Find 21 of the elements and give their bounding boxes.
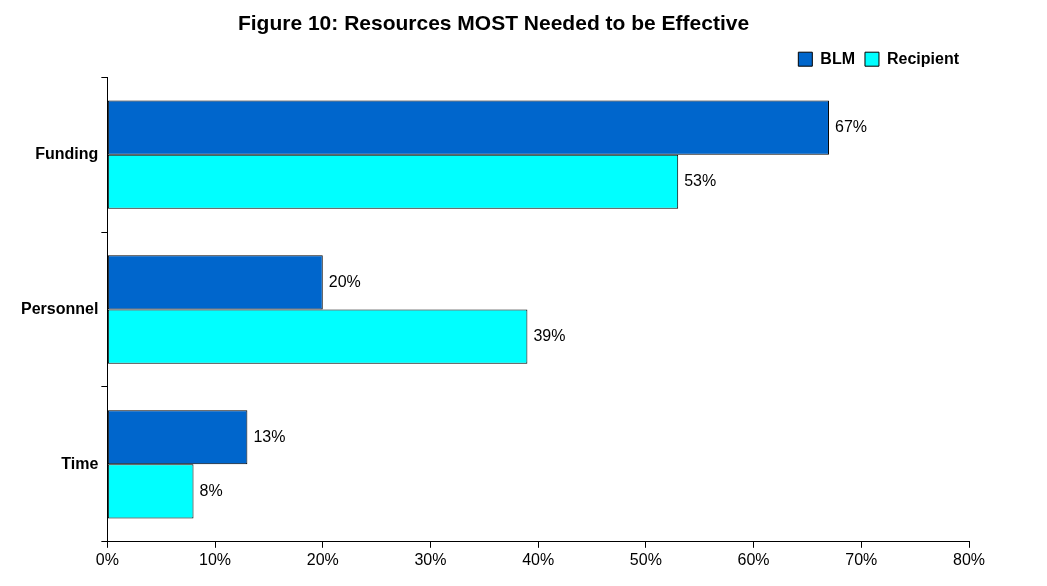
data-label: 20% bbox=[328, 272, 361, 290]
legend-label: Recipient bbox=[886, 49, 960, 67]
y-tick-label: Personnel bbox=[21, 299, 99, 317]
y-tick-label: Time bbox=[61, 454, 99, 472]
legend-label: BLM bbox=[820, 49, 855, 67]
x-tick-label: 30% bbox=[414, 550, 447, 568]
x-tick-label: 0% bbox=[95, 550, 119, 568]
x-tick-label: 10% bbox=[199, 550, 232, 568]
x-tick-label: 50% bbox=[629, 550, 662, 568]
data-label: 53% bbox=[684, 172, 717, 190]
x-tick-label: 70% bbox=[845, 550, 878, 568]
data-label: 39% bbox=[533, 327, 566, 345]
y-tick-label: Funding bbox=[35, 145, 99, 163]
data-label: 13% bbox=[253, 427, 286, 445]
data-label: 67% bbox=[834, 117, 868, 135]
x-tick-label: 40% bbox=[522, 550, 555, 568]
x-tick-label: 80% bbox=[952, 550, 986, 568]
x-tick-label: 60% bbox=[737, 550, 770, 568]
x-tick-label: 20% bbox=[306, 550, 339, 568]
chart-title: Figure 10: Resources MOST Needed to be Effective bbox=[237, 11, 750, 35]
data-label: 8% bbox=[199, 481, 223, 499]
